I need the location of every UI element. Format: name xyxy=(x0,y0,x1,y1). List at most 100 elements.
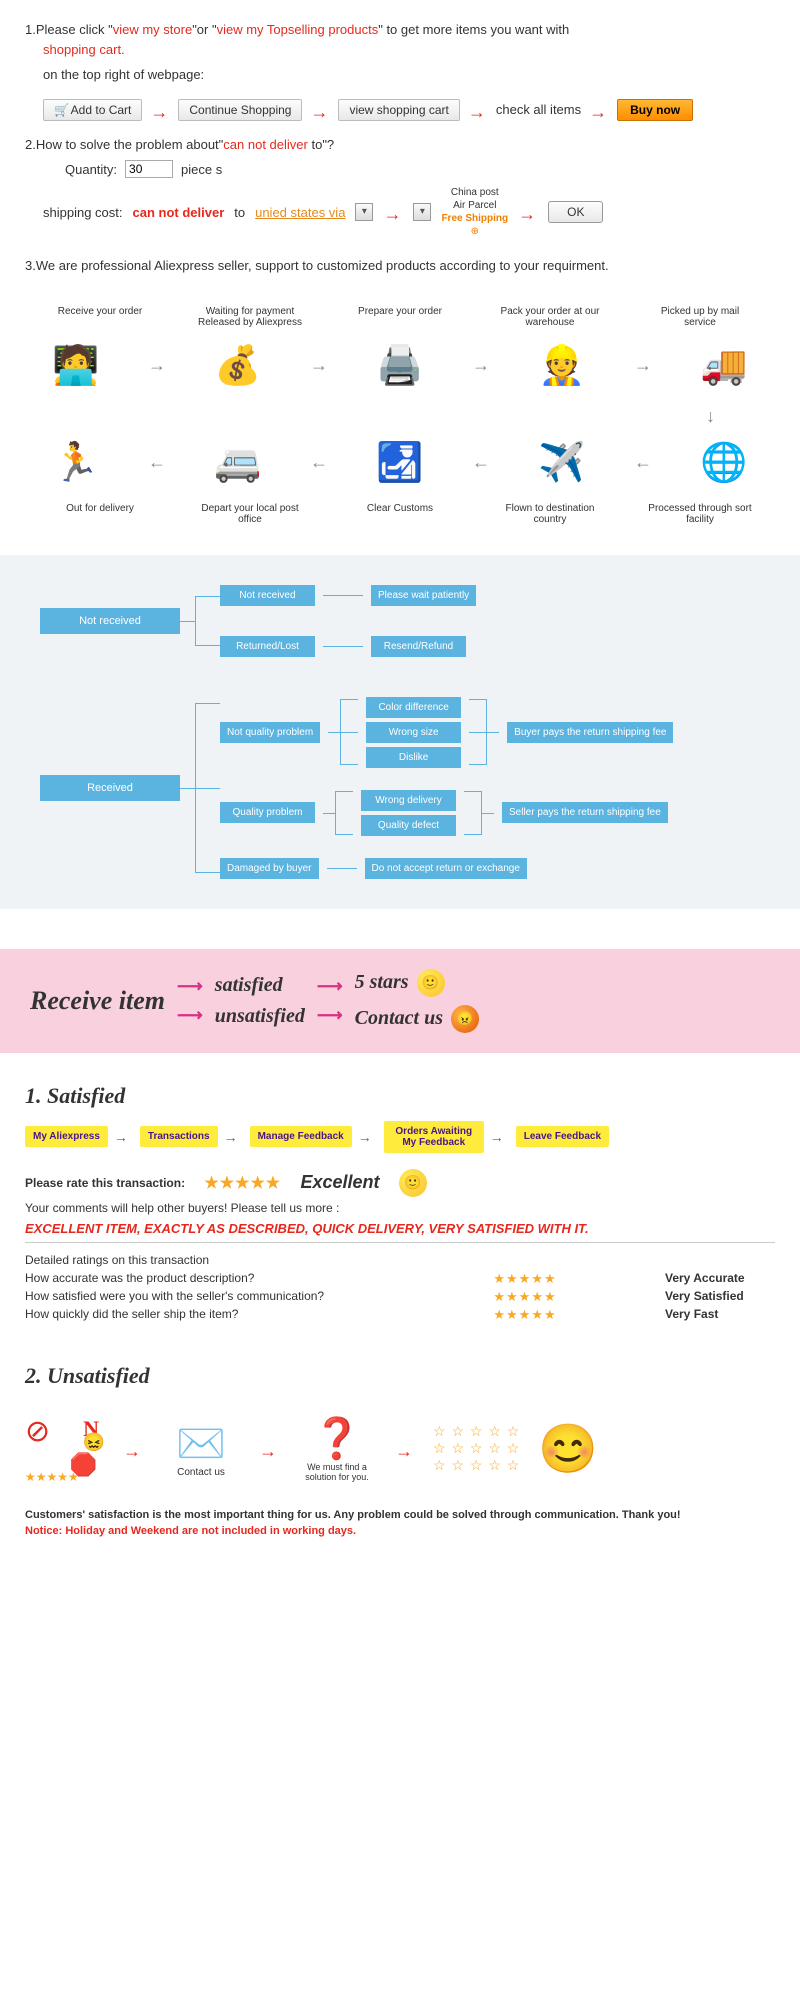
computer-order-icon: 🧑‍💻 xyxy=(46,336,106,396)
arrow-icon xyxy=(589,105,609,115)
dropdown-icon[interactable]: ▾ xyxy=(413,203,431,221)
step-label: Picked up by mail service xyxy=(645,306,755,328)
five-stars-icon: ★★★★★ xyxy=(204,1173,281,1193)
dropdown-icon[interactable]: ▾ xyxy=(355,203,373,221)
arrow-icon: ⟶ xyxy=(317,1005,343,1026)
tree-node: Wrong delivery xyxy=(361,790,456,811)
delivery-person-icon: 🏃 xyxy=(46,433,106,493)
quantity-label: Quantity: xyxy=(65,162,117,177)
buy-now-button[interactable]: Buy now xyxy=(617,99,693,121)
link-view-topselling[interactable]: view my Topselling products xyxy=(217,22,379,37)
tree-node: Not received xyxy=(220,585,315,606)
arrow-icon: ⟶ xyxy=(177,976,203,997)
add-to-cart-button[interactable]: Add to Cart xyxy=(43,99,142,121)
text: China post xyxy=(441,186,508,199)
step-label: Prepare your order xyxy=(345,306,455,328)
down-arrow-icon: ↓ xyxy=(25,406,775,427)
country-link[interactable]: unied states via xyxy=(255,205,345,220)
arrow-icon: ⟶ xyxy=(317,976,343,997)
step-label: Depart your local post office xyxy=(195,503,305,525)
shipping-method: China post Air Parcel Free Shipping ⊕ xyxy=(441,186,508,238)
tree-node: Please wait patiently xyxy=(371,585,476,606)
smiley-icon: 🙂 xyxy=(399,1169,427,1197)
dr-answer: Very Accurate xyxy=(665,1271,775,1287)
tip-3: 3.We are professional Aliexpress seller,… xyxy=(25,256,775,276)
footer-satisfaction: Customers' satisfaction is the most impo… xyxy=(25,1509,775,1521)
text: can not deliver xyxy=(133,205,225,220)
dr-answer: Very Fast xyxy=(665,1307,775,1323)
text: "or " xyxy=(192,22,216,37)
arrow-icon xyxy=(310,105,330,115)
money-bag-icon: 💰 xyxy=(208,336,268,396)
van-icon: 🚐 xyxy=(208,433,268,493)
arrow-icon xyxy=(123,1444,143,1454)
step: Manage Feedback xyxy=(250,1126,352,1147)
customs-icon: 🛃 xyxy=(370,433,430,493)
stars-icon: ★★★★★ xyxy=(493,1289,556,1305)
step: Transactions xyxy=(140,1126,218,1147)
ok-button[interactable]: OK xyxy=(548,201,603,223)
text: 1.Please click " xyxy=(25,22,113,37)
tree-node: Received xyxy=(40,775,180,801)
link-shopping-cart[interactable]: shopping cart. xyxy=(43,42,125,57)
dr-row: How satisfied were you with the seller's… xyxy=(25,1289,775,1305)
excellent-label: Excellent xyxy=(300,1172,379,1193)
tree-node: Quality problem xyxy=(220,802,315,823)
view-cart-button[interactable]: view shopping cart xyxy=(338,99,459,121)
arrow-icon xyxy=(114,1132,134,1142)
text: can not deliver xyxy=(223,137,308,152)
tree-node: Do not accept return or exchange xyxy=(365,858,527,879)
tree-node: Buyer pays the return shipping fee xyxy=(507,722,673,743)
printer-icon: 🖨️ xyxy=(370,336,430,396)
text: 2.How to solve the problem about" xyxy=(25,137,223,152)
return-decision-tree: Not received Not received Please wait pa… xyxy=(0,555,800,909)
tip-1: 1.Please click "view my store"or "view m… xyxy=(25,20,775,59)
satisfied-label: satisfied xyxy=(215,974,305,997)
arrow-icon xyxy=(224,1132,244,1142)
email-icon: ✉️ Contact us xyxy=(161,1409,241,1489)
label: Add to Cart xyxy=(71,103,132,117)
step: Orders Awaiting My Feedback xyxy=(384,1121,484,1153)
ship-cost-label: shipping cost: xyxy=(43,205,123,220)
dr-row: How quickly did the seller ship the item… xyxy=(25,1307,775,1323)
tree-node: Not received xyxy=(40,608,180,634)
question-icon: ❓ We must find a solution for you. xyxy=(297,1409,377,1489)
tip-1-sub: on the top right of webpage: xyxy=(43,65,775,85)
dr-row: How accurate was the product description… xyxy=(25,1271,775,1287)
text: Air Parcel xyxy=(441,199,508,212)
arrow-icon xyxy=(259,1444,279,1454)
arrow-icon xyxy=(518,207,538,217)
unsatisfied-heading: 2. Unsatisfied xyxy=(25,1363,775,1389)
link-view-store[interactable]: view my store xyxy=(113,22,192,37)
arrow-icon xyxy=(150,105,170,115)
step-label: Out for delivery xyxy=(45,503,155,525)
rate-label: Please rate this transaction: xyxy=(25,1176,185,1190)
step-label: Processed through sort facility xyxy=(645,503,755,525)
shipping-row: shipping cost:can not deliver to unied s… xyxy=(43,186,775,238)
tree-node: Color difference xyxy=(366,697,461,718)
quantity-input[interactable] xyxy=(125,160,173,178)
order-process-diagram: Receive your order Waiting for payment R… xyxy=(25,306,775,525)
contact-us-label: Contact us xyxy=(355,1007,443,1030)
button-row: Add to Cart Continue Shopping view shopp… xyxy=(43,99,775,121)
step-label: Flown to destination country xyxy=(495,503,605,525)
comments-prompt: Your comments will help other buyers! Pl… xyxy=(25,1201,775,1215)
tree-node: Wrong size xyxy=(366,722,461,743)
five-stars-label: 5 stars xyxy=(355,971,409,994)
satisfied-heading: 1. Satisfied xyxy=(25,1083,775,1109)
continue-shopping-button[interactable]: Continue Shopping xyxy=(178,99,302,121)
tree-node: Dislike xyxy=(366,747,461,768)
dr-question: How satisfied were you with the seller's… xyxy=(25,1289,385,1305)
quantity-row: Quantity: piece s xyxy=(65,160,775,178)
dr-title: Detailed ratings on this transaction xyxy=(25,1253,775,1267)
tree-node: Not quality problem xyxy=(220,722,320,743)
stars-grid: ☆ ☆ ☆ ☆ ☆ ☆ ☆ ☆ ☆ ☆ ☆ ☆ ☆ ☆ ☆ xyxy=(433,1423,520,1474)
free-shipping-label: Free Shipping xyxy=(441,212,508,225)
receive-title: Receive item xyxy=(30,986,165,1016)
arrow-icon xyxy=(358,1132,378,1142)
unit-label: piece s xyxy=(181,162,222,177)
plane-icon: ✈️ xyxy=(532,433,592,493)
unsatisfied-row: ⊘ N 😖 🛑 ★★★★★ ✉️ Contact us ❓ We must fi… xyxy=(25,1409,775,1489)
step-label: Receive your order xyxy=(45,306,155,328)
tree-node: Damaged by buyer xyxy=(220,858,319,879)
